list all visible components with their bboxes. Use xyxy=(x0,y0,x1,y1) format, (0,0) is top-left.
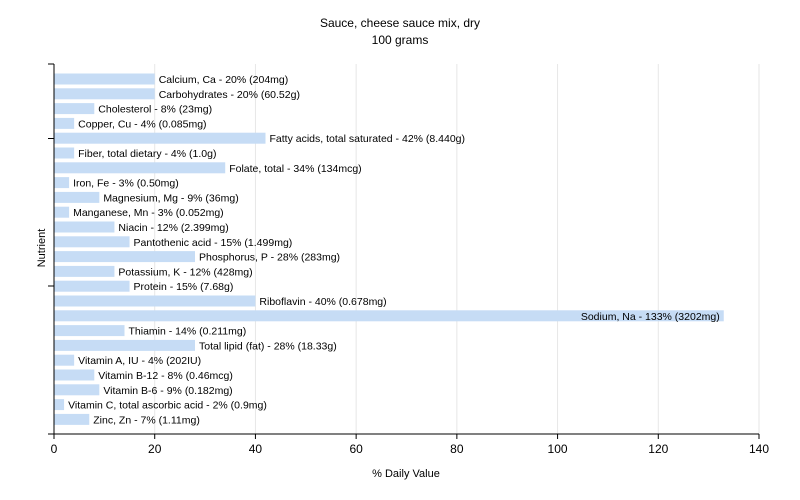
bar xyxy=(54,354,75,366)
bar-label: Iron, Fe - 3% (0.50mg) xyxy=(73,178,179,190)
bar-label: Magnesium, Mg - 9% (36mg) xyxy=(103,192,238,204)
bar xyxy=(54,251,195,263)
bar-label: Pantothenic acid - 15% (1.499mg) xyxy=(134,237,293,249)
grid-lines xyxy=(154,64,760,434)
bar xyxy=(54,206,70,218)
bar-label: Vitamin B-6 - 9% (0.182mg) xyxy=(103,385,232,397)
bar xyxy=(54,339,195,351)
bar-label: Potassium, K - 12% (428mg) xyxy=(118,266,252,278)
bar-label: Sodium, Na - 133% (3202mg) xyxy=(581,311,720,323)
bar xyxy=(54,265,115,277)
chart-title: Sauce, cheese sauce mix, dry xyxy=(319,16,481,30)
bar-label: Vitamin A, IU - 4% (202IU) xyxy=(78,355,201,367)
y-axis-title: Nutrient xyxy=(36,229,48,268)
bar xyxy=(54,295,256,307)
x-tick-label: 120 xyxy=(648,442,668,456)
bar-label: Calcium, Ca - 20% (204mg) xyxy=(159,74,289,86)
bar xyxy=(54,73,155,85)
axes xyxy=(48,63,759,435)
bar xyxy=(54,325,125,337)
x-tick-label: 80 xyxy=(450,442,464,456)
bar-label: Riboflavin - 40% (0.678mg) xyxy=(259,296,386,308)
bar xyxy=(54,147,75,159)
bar-label: Fiber, total dietary - 4% (1.0g) xyxy=(78,148,216,160)
bar-label: Cholesterol - 8% (23mg) xyxy=(98,104,212,116)
x-tick-label: 100 xyxy=(548,442,568,456)
bar xyxy=(54,191,100,203)
bar xyxy=(54,117,75,129)
bar-label: Fatty acids, total saturated - 42% (8.44… xyxy=(270,133,466,145)
bars: Calcium, Ca - 20% (204mg) Carbohydrates -… xyxy=(54,73,724,426)
x-tick-label: 20 xyxy=(148,442,162,456)
bar-label: Copper, Cu - 4% (0.085mg) xyxy=(78,118,206,130)
bar xyxy=(54,88,155,100)
bar-label: Zinc, Zn - 7% (1.11mg) xyxy=(93,414,200,426)
bar-label: Folate, total - 34% (134mcg) xyxy=(229,163,361,175)
bar xyxy=(54,103,95,115)
bar xyxy=(54,384,100,396)
bar xyxy=(54,280,130,292)
bar-label: Niacin - 12% (2.399mg) xyxy=(118,222,228,234)
bar-label: Carbohydrates - 20% (60.52g) xyxy=(159,89,300,101)
bar xyxy=(54,177,70,189)
x-tick-label: 0 xyxy=(51,442,58,456)
bar xyxy=(54,236,130,248)
bar xyxy=(54,413,90,425)
bar-label: Vitamin C, total ascorbic acid - 2% (0.9… xyxy=(68,400,267,412)
bar xyxy=(54,369,95,381)
x-tick-label: 40 xyxy=(249,442,263,456)
chart-subtitle: 100 grams xyxy=(371,33,429,47)
x-axis-title: % Daily Value xyxy=(372,468,440,480)
bar xyxy=(54,221,115,233)
bar-label: Vitamin B-12 - 8% (0.46mcg) xyxy=(98,370,233,382)
bar xyxy=(54,162,226,174)
bar xyxy=(54,310,724,322)
bar-label: Manganese, Mn - 3% (0.052mg) xyxy=(73,207,224,219)
bar-label: Thiamin - 14% (0.211mg) xyxy=(129,326,247,338)
x-tick-label: 140 xyxy=(749,442,769,456)
bar-label: Protein - 15% (7.68g) xyxy=(134,281,234,293)
bar xyxy=(54,132,266,144)
bar-label: Phosphorus, P - 28% (283mg) xyxy=(199,252,340,264)
bar-label: Total lipid (fat) - 28% (18.33g) xyxy=(199,340,337,352)
x-tick-label: 60 xyxy=(349,442,363,456)
x-axis-ticks: 0 20 40 60 80 100 120 140 xyxy=(51,434,769,456)
bar xyxy=(54,399,65,411)
